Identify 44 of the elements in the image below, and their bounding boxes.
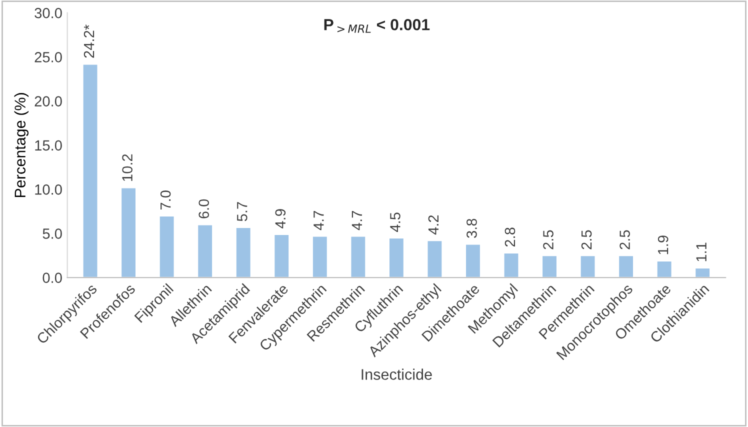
data-label: 1.9	[658, 236, 668, 254]
bar	[464, 243, 482, 278]
data-label: 10.2	[122, 154, 132, 181]
data-label: 5.7	[237, 202, 248, 222]
bar	[312, 235, 328, 278]
bar	[235, 226, 252, 278]
data-label: 2.8	[504, 228, 516, 247]
y-tick-label: 5.0	[42, 228, 62, 239]
bar	[158, 215, 176, 278]
bar	[196, 224, 214, 278]
data-label: 4.7	[314, 210, 324, 230]
y-tick-label: 15.0	[35, 140, 62, 151]
data-label: 2.5	[543, 230, 554, 250]
bar	[694, 267, 711, 278]
bar	[426, 240, 444, 278]
y-axis-title: Percentage (%)	[14, 93, 29, 197]
data-label: 4.5	[390, 212, 400, 232]
data-label: 4.2	[428, 215, 438, 235]
data-label: 4.7	[352, 210, 362, 230]
data-label: 24.2*	[84, 24, 94, 58]
bar	[388, 237, 405, 278]
data-label: 7.0	[160, 190, 171, 210]
annotation: P$_{>MRL}$ < 0.001	[324, 18, 430, 33]
bar	[82, 63, 99, 278]
bar	[502, 252, 520, 278]
data-label: 2.5	[581, 230, 592, 250]
y-tick-label: 30.0	[34, 8, 62, 18]
y-tick-label: 0.0	[42, 272, 62, 283]
y-tick-label: 25.0	[34, 52, 62, 62]
data-label: 3.8	[466, 218, 477, 238]
bar	[273, 234, 290, 278]
bar	[350, 235, 367, 278]
data-label: 4.9	[275, 209, 286, 228]
bar	[579, 254, 596, 278]
data-label: 6.0	[198, 199, 210, 218]
bar	[541, 254, 558, 278]
data-label: 2.5	[620, 230, 630, 250]
data-label: 1.1	[696, 242, 706, 262]
bar	[618, 254, 634, 278]
bar	[120, 186, 137, 278]
bar	[656, 260, 673, 278]
y-tick-label: 20.0	[34, 96, 62, 106]
y-tick-label: 10.0	[35, 184, 62, 195]
x-axis-title: Insecticide	[362, 368, 432, 380]
